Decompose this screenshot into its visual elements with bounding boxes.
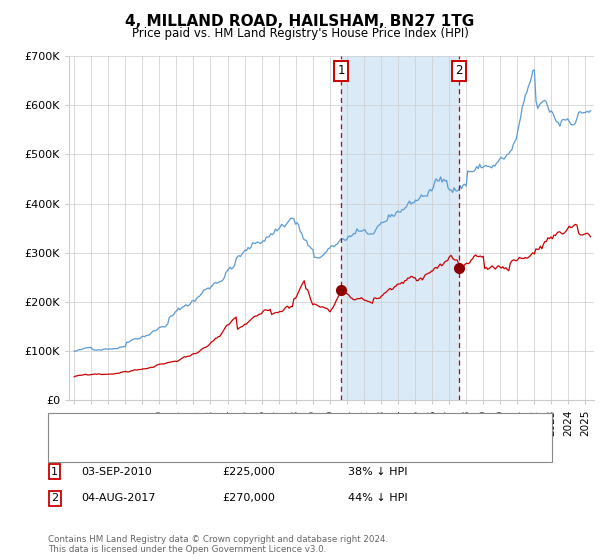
Text: 03-SEP-2010: 03-SEP-2010 bbox=[81, 466, 152, 477]
Text: 4, MILLAND ROAD, HAILSHAM, BN27 1TG (detached house): 4, MILLAND ROAD, HAILSHAM, BN27 1TG (det… bbox=[81, 422, 405, 432]
Text: 4, MILLAND ROAD, HAILSHAM, BN27 1TG: 4, MILLAND ROAD, HAILSHAM, BN27 1TG bbox=[125, 14, 475, 29]
Text: Contains HM Land Registry data © Crown copyright and database right 2024.
This d: Contains HM Land Registry data © Crown c… bbox=[48, 535, 388, 554]
Text: ——: —— bbox=[55, 443, 82, 456]
Text: 1: 1 bbox=[337, 64, 345, 77]
Bar bbox=[341, 56, 459, 400]
Text: 2: 2 bbox=[455, 64, 463, 77]
Text: 44% ↓ HPI: 44% ↓ HPI bbox=[348, 493, 407, 503]
Text: 04-AUG-2017: 04-AUG-2017 bbox=[81, 493, 155, 503]
Text: £270,000: £270,000 bbox=[222, 493, 275, 503]
Text: 1: 1 bbox=[51, 466, 58, 477]
Text: Price paid vs. HM Land Registry's House Price Index (HPI): Price paid vs. HM Land Registry's House … bbox=[131, 27, 469, 40]
Text: £225,000: £225,000 bbox=[222, 466, 275, 477]
Text: 38% ↓ HPI: 38% ↓ HPI bbox=[348, 466, 407, 477]
Text: ——: —— bbox=[55, 420, 82, 433]
Text: 2: 2 bbox=[51, 493, 58, 503]
Text: HPI: Average price, detached house, Wealden: HPI: Average price, detached house, Weal… bbox=[81, 445, 331, 455]
